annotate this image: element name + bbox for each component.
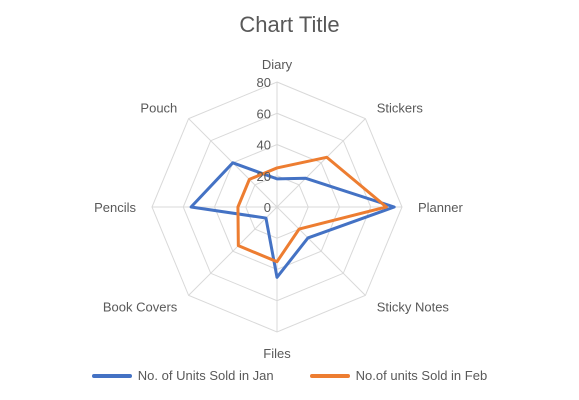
category-label-stickers: Stickers [377, 100, 424, 115]
spoke-stickers [276, 118, 366, 208]
legend-label-1: No. of Units Sold in Jan [137, 368, 274, 383]
category-label-diary: Diary [262, 57, 293, 72]
legend-label-2: No.of units Sold in Feb [355, 368, 488, 383]
spoke-book-covers [188, 206, 278, 296]
category-label-pouch: Pouch [140, 100, 177, 115]
legend-swatch-2 [309, 373, 350, 378]
chart-title: Chart Title [239, 12, 340, 37]
spoke-sticky-notes [276, 206, 366, 296]
legend-swatch-1 [91, 373, 132, 378]
tick-label-20: 20 [257, 169, 271, 184]
tick-label-40: 40 [257, 138, 271, 153]
category-label-book-covers: Book Covers [103, 300, 178, 315]
series-line-2 [236, 155, 388, 264]
tick-label-0: 0 [264, 200, 271, 215]
legend-item-2: No.of units Sold in Feb [309, 368, 488, 383]
tick-label-60: 60 [257, 106, 271, 121]
category-label-sticky-notes: Sticky Notes [377, 300, 450, 315]
chart-legend: No. of Units Sold in Jan No.of units Sold… [0, 368, 579, 383]
category-label-files: Files [263, 346, 291, 361]
tick-label-80: 80 [257, 75, 271, 90]
category-label-pencils: Pencils [94, 200, 136, 215]
legend-item-1: No. of Units Sold in Jan [91, 368, 274, 383]
category-label-planner: Planner [418, 200, 463, 215]
series-line-1 [189, 161, 396, 279]
